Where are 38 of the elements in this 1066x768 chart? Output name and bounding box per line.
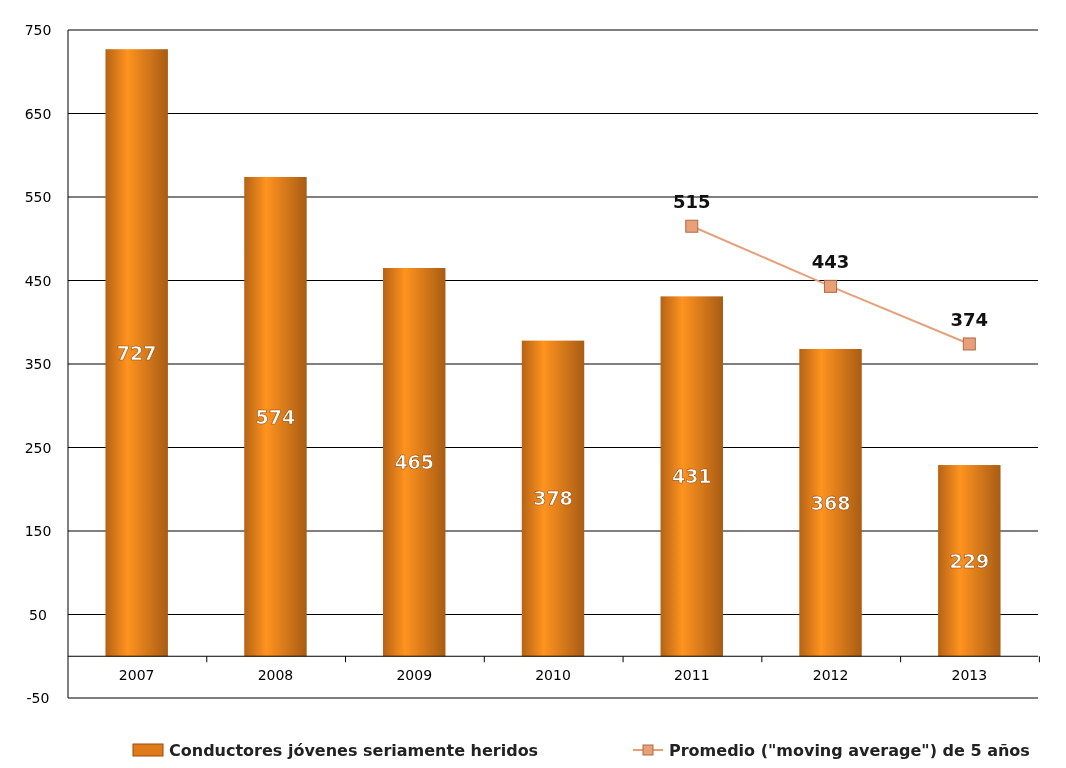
legend-label: Promedio ("moving average") de 5 años [669,741,1030,760]
bar [938,465,1001,657]
y-tick-label: 350 [24,356,52,372]
data-label: 374 [950,308,989,330]
data-label: 229 [949,549,990,572]
bar [660,296,723,657]
bar [105,49,168,657]
bar [383,267,446,657]
y-tick-label: 750 [24,22,52,38]
y-tick-label: 250 [24,439,52,456]
y-tick-label: -50 [26,690,50,706]
x-tick-label: 2010 [535,667,571,684]
data-label: 378 [533,487,573,510]
x-tick-label: 2007 [118,667,155,684]
x-tick-label: 2012 [812,667,849,684]
data-label: 465 [394,451,435,474]
point [685,219,699,233]
bar [799,348,862,657]
y-tick-label: 50 [29,606,47,623]
point [962,337,976,351]
data-label: 443 [811,251,850,273]
bar [244,176,307,657]
y-tick-label: 450 [24,272,52,289]
x-tick-label: 2008 [257,667,294,684]
data-label: 368 [810,491,851,514]
bar [521,340,585,657]
data-label: 515 [672,191,711,213]
y-tick-label: 650 [24,105,52,122]
y-tick-label: 150 [24,523,52,539]
point [824,279,838,293]
data-label: 727 [116,341,157,364]
legend-label: Conductores jóvenes seriamente heridos [169,741,539,760]
x-tick-label: 2009 [396,667,433,684]
data-label: 574 [255,405,296,428]
x-tick-label: 2011 [673,667,710,684]
data-label: 431 [671,465,712,488]
x-tick-label: 2013 [951,667,988,684]
y-tick-label: 550 [24,189,52,205]
